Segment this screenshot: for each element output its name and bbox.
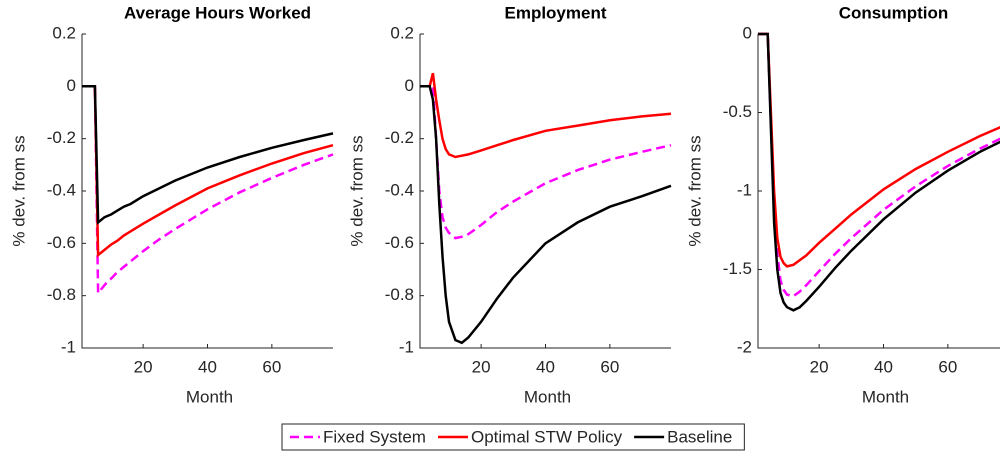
panel: Employment 0.2 0 -0.2 -0.4 -0.6 -0.8 -1 20 40 60 Mo… — [347, 3, 672, 406]
panel: Consumption 0 -0.5 -1 -1.5 -2 20 40 60 Month % dev… — [685, 3, 1000, 406]
y-tick-label: 0.2 — [52, 23, 76, 42]
panel-title: Average Hours Worked — [124, 3, 311, 22]
legend-label: Fixed System — [323, 427, 426, 446]
series-line — [82, 85, 334, 225]
x-tick-label: 60 — [600, 357, 619, 376]
series-line — [758, 32, 1000, 268]
x-tick-label: 20 — [134, 357, 153, 376]
axis-line — [757, 34, 1000, 349]
y-tick-label: -0.2 — [385, 128, 414, 147]
y-tick-label: -0.8 — [385, 285, 414, 304]
axis-line — [81, 34, 333, 349]
series-line — [82, 85, 334, 297]
y-tick-label: -0.2 — [47, 128, 76, 147]
y-tick-label: -1 — [399, 337, 414, 356]
x-axis-label: Month — [862, 387, 909, 406]
x-tick-label: 20 — [472, 357, 491, 376]
x-tick-label: 60 — [262, 357, 281, 376]
panel: Average Hours Worked 0.2 0 -0.2 -0.4 -0.6 -0.8… — [9, 3, 334, 406]
legend-box — [281, 423, 745, 451]
axis-line — [419, 34, 671, 349]
series-line — [758, 32, 1000, 298]
y-tick-label: -1.5 — [723, 259, 752, 278]
y-tick-label: 0.2 — [390, 23, 414, 42]
panel-title: Consumption — [839, 3, 949, 22]
y-axis-label: % dev. from ss — [685, 135, 704, 246]
series-line — [758, 32, 1000, 312]
x-tick-label: 40 — [536, 357, 555, 376]
y-tick-label: 0 — [67, 76, 76, 95]
y-tick-label: -0.4 — [385, 180, 414, 199]
y-tick-label: -0.5 — [723, 102, 752, 121]
series-line — [420, 85, 672, 345]
legend-label: Baseline — [667, 427, 732, 446]
y-tick-label: -2 — [737, 337, 752, 356]
y-tick-label: -1 — [737, 180, 752, 199]
panel-title: Employment — [504, 3, 606, 22]
x-axis-label: Month — [186, 387, 233, 406]
x-tick-label: 40 — [874, 357, 893, 376]
y-tick-label: -0.6 — [385, 233, 414, 252]
y-tick-label: -0.4 — [47, 180, 76, 199]
y-tick-label: -0.8 — [47, 285, 76, 304]
y-axis-label: % dev. from ss — [9, 135, 28, 246]
x-tick-label: 40 — [198, 357, 217, 376]
legend-label: Optimal STW Policy — [471, 427, 623, 446]
x-tick-label: 20 — [810, 357, 829, 376]
x-tick-label: 60 — [938, 357, 957, 376]
series-line — [82, 85, 334, 258]
x-axis-label: Month — [524, 387, 571, 406]
series-line — [420, 72, 672, 159]
y-tick-label: 0 — [405, 76, 414, 95]
series-line — [420, 85, 672, 240]
y-tick-label: -1 — [61, 337, 76, 356]
legend: Fixed System Optimal STW Policy Baseline — [281, 423, 745, 451]
y-axis-label: % dev. from ss — [347, 135, 366, 246]
y-tick-label: -0.6 — [47, 233, 76, 252]
y-tick-label: 0 — [743, 23, 752, 42]
